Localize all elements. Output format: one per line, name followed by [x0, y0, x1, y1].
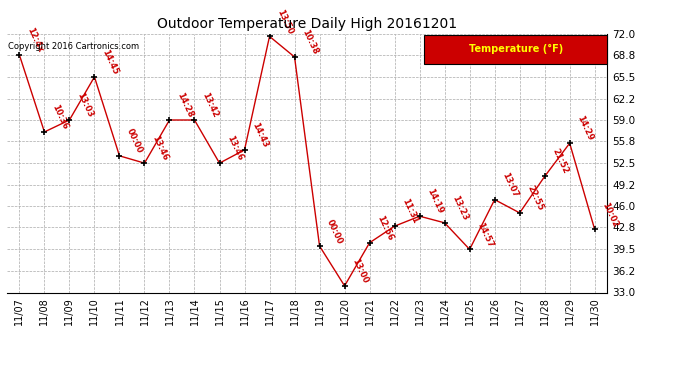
Text: 10:38: 10:38 — [300, 28, 319, 56]
Text: 22:55: 22:55 — [525, 184, 544, 212]
Text: 13:00: 13:00 — [350, 257, 369, 285]
FancyBboxPatch shape — [424, 35, 607, 63]
Text: 00:00: 00:00 — [325, 217, 344, 245]
Text: 10:02: 10:02 — [600, 201, 620, 229]
Text: 14:29: 14:29 — [575, 114, 595, 142]
Text: 13:03: 13:03 — [75, 92, 95, 119]
Text: 13:50: 13:50 — [275, 8, 295, 36]
Text: Temperature (°F): Temperature (°F) — [469, 44, 563, 54]
Title: Outdoor Temperature Daily High 20161201: Outdoor Temperature Daily High 20161201 — [157, 17, 457, 31]
Text: 13:23: 13:23 — [450, 194, 470, 222]
Text: 14:28: 14:28 — [175, 91, 195, 119]
Text: 00:00: 00:00 — [125, 128, 144, 155]
Text: 11:31: 11:31 — [400, 197, 420, 225]
Text: 14:57: 14:57 — [475, 220, 495, 249]
Text: 10:36: 10:36 — [50, 103, 70, 131]
Text: 13:46: 13:46 — [150, 134, 170, 162]
Text: 12:56: 12:56 — [375, 214, 395, 242]
Text: Copyright 2016 Cartronics.com: Copyright 2016 Cartronics.com — [8, 42, 139, 51]
Text: 14:19: 14:19 — [425, 188, 444, 215]
Text: 12:4x: 12:4x — [25, 27, 44, 54]
Text: 14:43: 14:43 — [250, 121, 270, 149]
Text: 14:45: 14:45 — [100, 48, 119, 76]
Text: 13:42: 13:42 — [200, 91, 219, 119]
Text: 13:46: 13:46 — [225, 134, 244, 162]
Text: 13:07: 13:07 — [500, 171, 520, 199]
Text: 21:52: 21:52 — [550, 147, 570, 176]
